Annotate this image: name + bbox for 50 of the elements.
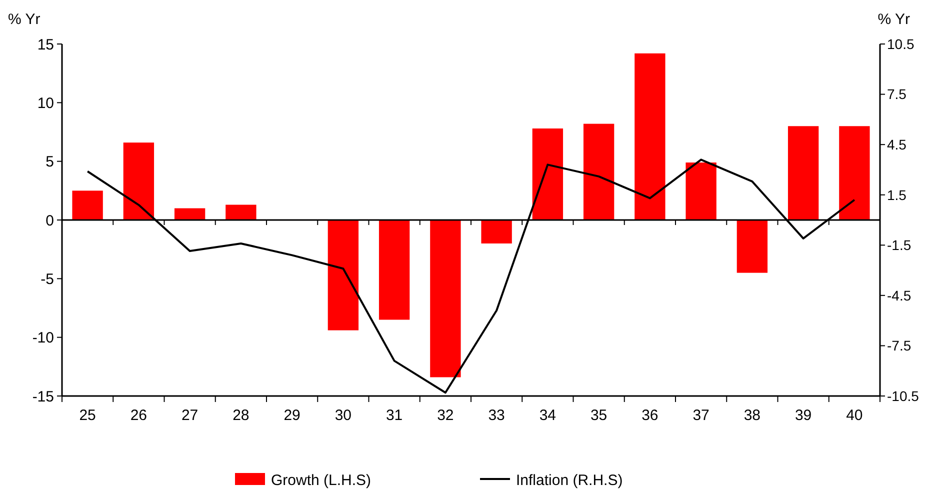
y2-tick-label: -10.5 <box>887 388 920 404</box>
bar <box>686 162 716 220</box>
x-tick-label: 40 <box>846 407 863 424</box>
bar <box>634 53 666 220</box>
y-tick-label: -5 <box>40 270 54 288</box>
x-tick-label: 30 <box>334 407 352 424</box>
y-tick-label: -15 <box>32 388 54 406</box>
x-tick-label: 33 <box>488 407 505 424</box>
x-tick-label: 32 <box>437 407 454 424</box>
x-tick-label: 36 <box>642 407 658 424</box>
y2-tick-label: -1.5 <box>887 237 912 254</box>
x-tick-label: 38 <box>744 407 761 424</box>
x-tick-label: 35 <box>590 407 608 424</box>
y2-axis-title: % Yr <box>878 11 910 28</box>
y2-tick-label: 10.5 <box>887 36 914 52</box>
x-tick-label: 28 <box>232 407 250 424</box>
y2-tick-label: -4.5 <box>887 287 912 304</box>
bar <box>583 124 614 220</box>
y2-tick-label: -7.5 <box>887 338 912 354</box>
bar <box>532 128 564 220</box>
x-tick-label: 37 <box>692 407 710 424</box>
legend-label: Inflation (R.H.S) <box>516 472 623 489</box>
y2-tick-label: 7.5 <box>887 86 907 102</box>
y-tick-label: -10 <box>32 330 54 347</box>
bar <box>226 204 256 220</box>
legend-label: Growth (L.H.S) <box>271 472 372 489</box>
y-axis-title: % Yr <box>8 11 40 28</box>
y2-tick-label: 1.5 <box>887 186 907 203</box>
x-tick-label: 34 <box>539 407 556 424</box>
y-tick-label: 15 <box>37 36 54 54</box>
bar <box>736 220 768 273</box>
bar <box>430 220 461 378</box>
y-tick-label: 10 <box>37 94 54 112</box>
x-tick-label: 25 <box>79 407 96 424</box>
bar <box>839 126 870 220</box>
bar <box>328 220 359 330</box>
y-tick-label: 0 <box>46 212 54 230</box>
y2-tick-label: 4.5 <box>887 136 907 152</box>
x-tick-label: 29 <box>284 407 300 424</box>
bar <box>123 142 154 220</box>
x-tick-label: 39 <box>794 407 812 424</box>
bar <box>174 208 206 220</box>
x-tick-label: 31 <box>386 407 403 424</box>
x-tick-label: 26 <box>130 407 148 424</box>
y-tick-label: 5 <box>46 154 54 171</box>
bar <box>72 190 103 220</box>
bar <box>481 220 512 244</box>
x-tick-label: 27 <box>181 407 198 424</box>
bar <box>378 220 410 320</box>
bar <box>788 126 819 220</box>
